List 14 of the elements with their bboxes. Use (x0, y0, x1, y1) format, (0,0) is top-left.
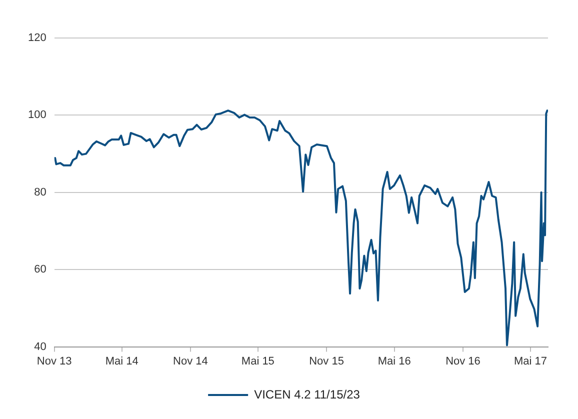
x-tick-label: Nov 15 (309, 355, 344, 368)
y-tick-label: 40 (34, 340, 46, 353)
legend-label: VICEN 4.2 11/15/23 (254, 387, 360, 402)
y-tick-label: 60 (34, 264, 46, 276)
x-tick-label: Mai 16 (378, 355, 411, 368)
x-tick-label: Mai 17 (514, 355, 547, 368)
y-tick-label: 120 (28, 32, 46, 44)
y-tick-label: 100 (28, 109, 46, 122)
x-tick-label: Mai 14 (105, 355, 138, 368)
y-tick-label: 80 (34, 186, 46, 198)
x-tick-label: Nov 13 (36, 355, 72, 368)
x-tick-label: Nov 14 (173, 355, 208, 368)
x-tick-label: Nov 16 (446, 355, 480, 368)
x-tick-label: Mai 15 (241, 355, 274, 368)
